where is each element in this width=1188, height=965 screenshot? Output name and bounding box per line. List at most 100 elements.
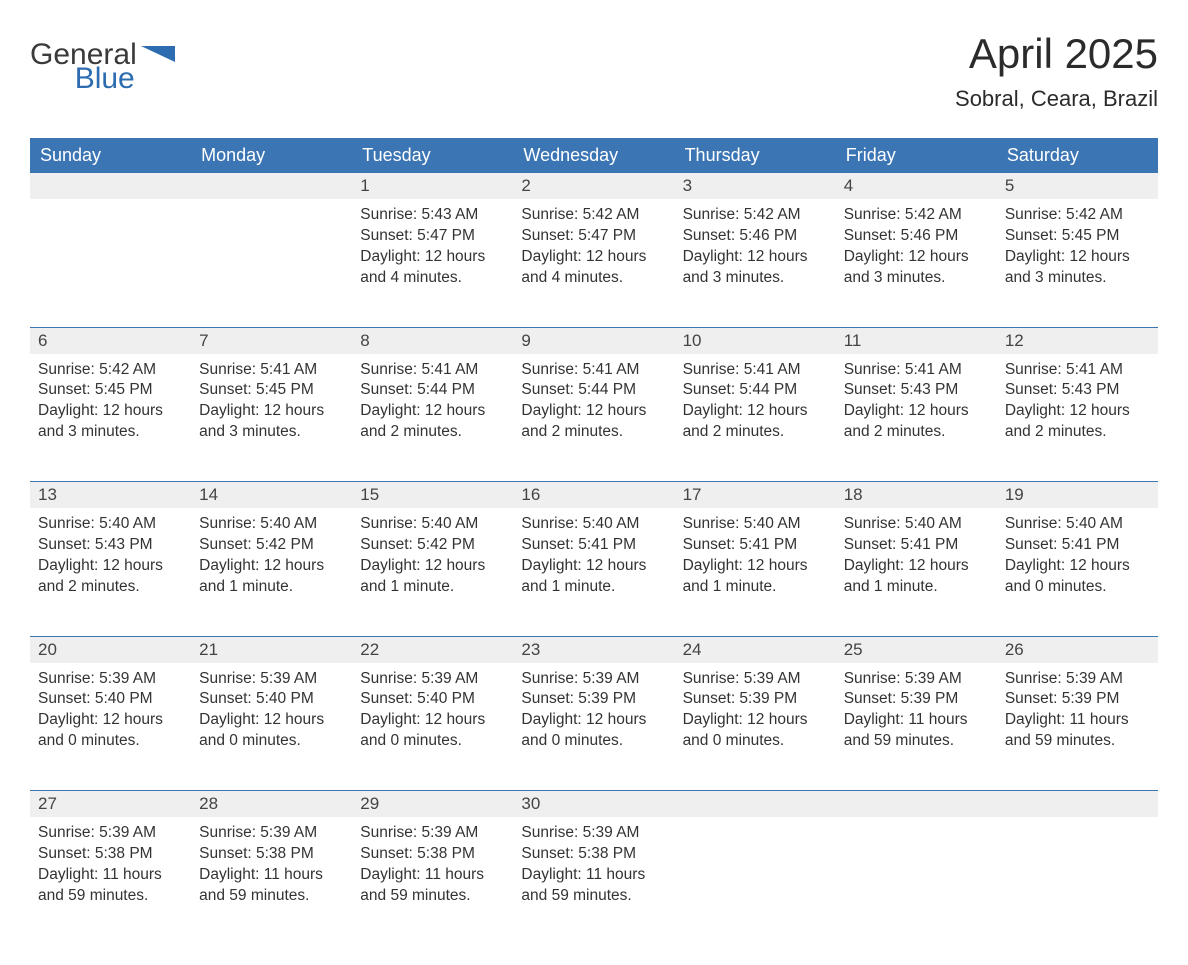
daylight-line: Daylight: 12 hours and 2 minutes. bbox=[844, 401, 989, 443]
day-number-cell: 17 bbox=[675, 482, 836, 508]
sunrise-line: Sunrise: 5:41 AM bbox=[844, 360, 989, 381]
calendar-header-row: SundayMondayTuesdayWednesdayThursdayFrid… bbox=[30, 138, 1158, 173]
day-number-cell bbox=[836, 791, 997, 817]
day-data-cell: Sunrise: 5:41 AMSunset: 5:45 PMDaylight:… bbox=[191, 354, 352, 482]
day-number-cell: 30 bbox=[513, 791, 674, 817]
sunset-line: Sunset: 5:44 PM bbox=[521, 380, 666, 401]
day-number-cell: 28 bbox=[191, 791, 352, 817]
sunset-line: Sunset: 5:40 PM bbox=[38, 689, 183, 710]
day-data-cell bbox=[191, 199, 352, 327]
flag-icon bbox=[141, 46, 175, 70]
day-data-cell: Sunrise: 5:40 AMSunset: 5:41 PMDaylight:… bbox=[836, 508, 997, 636]
sunrise-line: Sunrise: 5:42 AM bbox=[844, 205, 989, 226]
sunrise-line: Sunrise: 5:39 AM bbox=[38, 669, 183, 690]
sunset-line: Sunset: 5:38 PM bbox=[38, 844, 183, 865]
day-number-cell: 22 bbox=[352, 637, 513, 663]
sunset-line: Sunset: 5:44 PM bbox=[360, 380, 505, 401]
sunset-line: Sunset: 5:41 PM bbox=[521, 535, 666, 556]
day-data-cell: Sunrise: 5:39 AMSunset: 5:40 PMDaylight:… bbox=[30, 663, 191, 791]
day-data-cell: Sunrise: 5:42 AMSunset: 5:46 PMDaylight:… bbox=[675, 199, 836, 327]
day-number-cell: 25 bbox=[836, 637, 997, 663]
header-region: General Blue April 2025 Sobral, Ceara, B… bbox=[30, 20, 1158, 118]
day-data-cell: Sunrise: 5:41 AMSunset: 5:44 PMDaylight:… bbox=[513, 354, 674, 482]
sunset-line: Sunset: 5:43 PM bbox=[1005, 380, 1150, 401]
calendar-header-cell: Wednesday bbox=[513, 138, 674, 173]
day-number-cell: 29 bbox=[352, 791, 513, 817]
sunrise-line: Sunrise: 5:42 AM bbox=[38, 360, 183, 381]
day-data-cell: Sunrise: 5:41 AMSunset: 5:43 PMDaylight:… bbox=[997, 354, 1158, 482]
day-number-cell: 23 bbox=[513, 637, 674, 663]
day-number-cell: 18 bbox=[836, 482, 997, 508]
sunrise-line: Sunrise: 5:39 AM bbox=[38, 823, 183, 844]
daylight-line: Daylight: 12 hours and 0 minutes. bbox=[521, 710, 666, 752]
daylight-line: Daylight: 12 hours and 2 minutes. bbox=[683, 401, 828, 443]
day-number-cell: 15 bbox=[352, 482, 513, 508]
day-number-row: 6789101112 bbox=[30, 328, 1158, 354]
day-number-cell: 13 bbox=[30, 482, 191, 508]
daylight-line: Daylight: 12 hours and 1 minute. bbox=[199, 556, 344, 598]
day-data-cell bbox=[836, 817, 997, 945]
sunrise-line: Sunrise: 5:39 AM bbox=[199, 823, 344, 844]
day-number-cell: 9 bbox=[513, 328, 674, 354]
sunrise-line: Sunrise: 5:40 AM bbox=[38, 514, 183, 535]
sunset-line: Sunset: 5:46 PM bbox=[844, 226, 989, 247]
sunset-line: Sunset: 5:46 PM bbox=[683, 226, 828, 247]
day-data-cell: Sunrise: 5:39 AMSunset: 5:38 PMDaylight:… bbox=[30, 817, 191, 945]
day-number-cell bbox=[191, 173, 352, 199]
daylight-line: Daylight: 11 hours and 59 minutes. bbox=[1005, 710, 1150, 752]
sunset-line: Sunset: 5:45 PM bbox=[38, 380, 183, 401]
day-number-cell bbox=[675, 791, 836, 817]
daylight-line: Daylight: 11 hours and 59 minutes. bbox=[38, 865, 183, 907]
daylight-line: Daylight: 12 hours and 2 minutes. bbox=[521, 401, 666, 443]
day-data-cell: Sunrise: 5:41 AMSunset: 5:44 PMDaylight:… bbox=[352, 354, 513, 482]
day-data-cell: Sunrise: 5:40 AMSunset: 5:41 PMDaylight:… bbox=[675, 508, 836, 636]
calendar-header-cell: Thursday bbox=[675, 138, 836, 173]
day-number-cell: 26 bbox=[997, 637, 1158, 663]
day-number-cell bbox=[30, 173, 191, 199]
location-subtitle: Sobral, Ceara, Brazil bbox=[955, 86, 1158, 112]
daylight-line: Daylight: 12 hours and 3 minutes. bbox=[683, 247, 828, 289]
calendar-header-cell: Friday bbox=[836, 138, 997, 173]
day-data-cell: Sunrise: 5:39 AMSunset: 5:39 PMDaylight:… bbox=[513, 663, 674, 791]
day-data-row: Sunrise: 5:42 AMSunset: 5:45 PM Daylight:… bbox=[30, 354, 1158, 482]
sunset-line: Sunset: 5:42 PM bbox=[360, 535, 505, 556]
calendar-header-cell: Sunday bbox=[30, 138, 191, 173]
sunset-line: Sunset: 5:45 PM bbox=[1005, 226, 1150, 247]
day-number-cell: 24 bbox=[675, 637, 836, 663]
day-number-cell: 10 bbox=[675, 328, 836, 354]
day-number-cell: 3 bbox=[675, 173, 836, 199]
day-data-cell: Sunrise: 5:42 AMSunset: 5:45 PMDaylight:… bbox=[30, 354, 191, 482]
calendar-header-cell: Monday bbox=[191, 138, 352, 173]
daylight-line: Daylight: 11 hours and 59 minutes. bbox=[521, 865, 666, 907]
day-data-cell: Sunrise: 5:40 AMSunset: 5:43 PMDaylight:… bbox=[30, 508, 191, 636]
day-number-row: 20212223242526 bbox=[30, 637, 1158, 663]
sunrise-line: Sunrise: 5:40 AM bbox=[360, 514, 505, 535]
day-data-row: Sunrise: 5:39 AMSunset: 5:38 PMDaylight:… bbox=[30, 817, 1158, 945]
sunset-line: Sunset: 5:41 PM bbox=[1005, 535, 1150, 556]
day-number-cell: 7 bbox=[191, 328, 352, 354]
day-data-cell: Sunrise: 5:39 AMSunset: 5:39 PMDaylight:… bbox=[997, 663, 1158, 791]
day-number-cell: 8 bbox=[352, 328, 513, 354]
day-data-row: Sunrise: 5:39 AMSunset: 5:40 PMDaylight:… bbox=[30, 663, 1158, 791]
sunset-line: Sunset: 5:43 PM bbox=[844, 380, 989, 401]
daylight-line: Daylight: 12 hours and 2 minutes. bbox=[1005, 401, 1150, 443]
daylight-line: Daylight: 12 hours and 3 minutes. bbox=[199, 401, 344, 443]
sunrise-line: Sunrise: 5:39 AM bbox=[360, 823, 505, 844]
day-number-row: 12345 bbox=[30, 173, 1158, 199]
sunrise-line: Sunrise: 5:43 AM bbox=[360, 205, 505, 226]
sunrise-line: Sunrise: 5:40 AM bbox=[1005, 514, 1150, 535]
sunset-line: Sunset: 5:44 PM bbox=[683, 380, 828, 401]
sunset-line: Sunset: 5:38 PM bbox=[521, 844, 666, 865]
day-number-cell: 14 bbox=[191, 482, 352, 508]
sunset-line: Sunset: 5:41 PM bbox=[683, 535, 828, 556]
day-data-cell bbox=[675, 817, 836, 945]
sunrise-line: Sunrise: 5:39 AM bbox=[1005, 669, 1150, 690]
sunrise-line: Sunrise: 5:39 AM bbox=[521, 823, 666, 844]
day-data-cell: Sunrise: 5:40 AMSunset: 5:41 PMDaylight:… bbox=[997, 508, 1158, 636]
daylight-line: Daylight: 12 hours and 0 minutes. bbox=[360, 710, 505, 752]
sunrise-line: Sunrise: 5:41 AM bbox=[521, 360, 666, 381]
sunset-line: Sunset: 5:38 PM bbox=[360, 844, 505, 865]
logo: General Blue bbox=[30, 20, 175, 94]
sunset-line: Sunset: 5:43 PM bbox=[38, 535, 183, 556]
day-data-cell: Sunrise: 5:39 AMSunset: 5:40 PMDaylight:… bbox=[191, 663, 352, 791]
